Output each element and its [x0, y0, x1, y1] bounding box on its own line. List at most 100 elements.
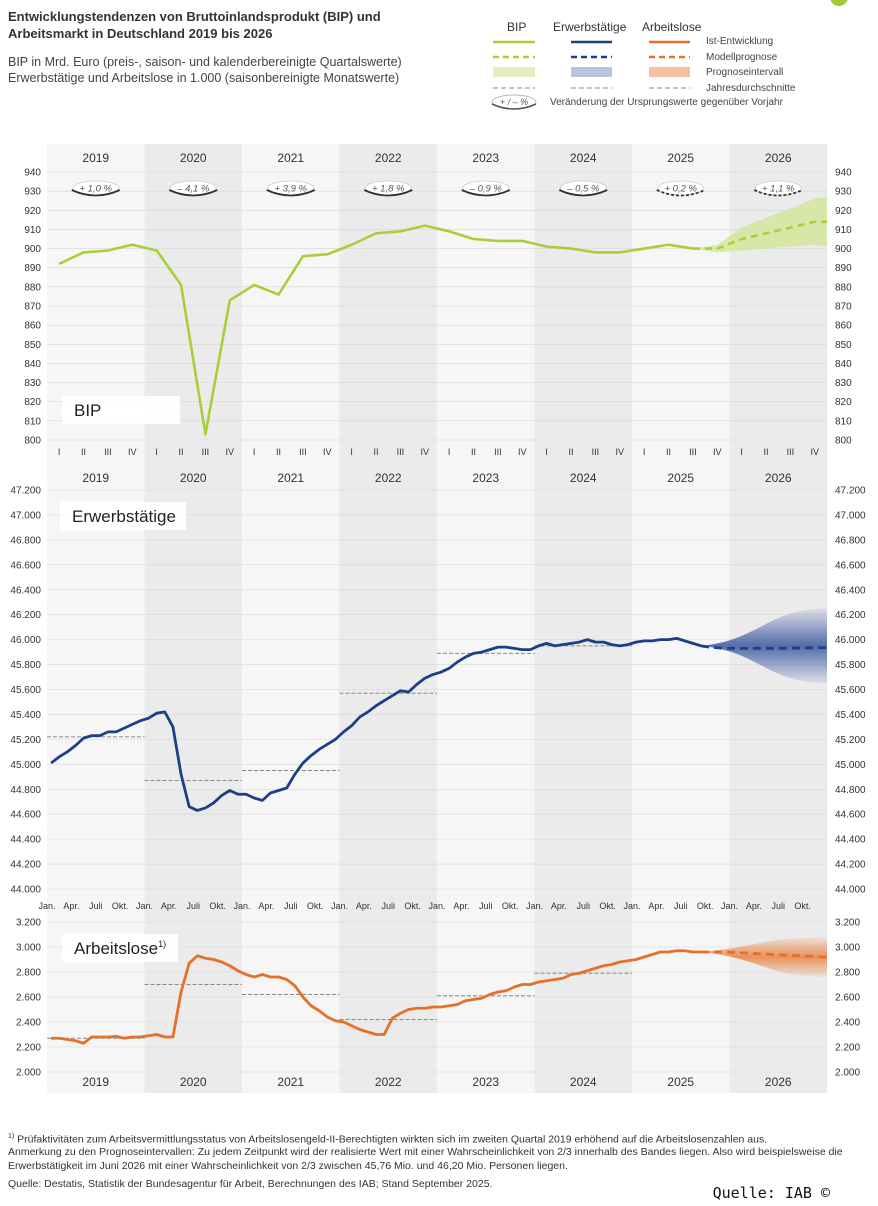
- year-label-mid-2022: 2022: [375, 471, 402, 485]
- year-change-label-2024: – 0,5 %: [566, 184, 600, 195]
- quarter-tick: I: [350, 447, 353, 457]
- y-tick-left: 850: [24, 340, 41, 351]
- month-tick: Okt.: [209, 901, 226, 911]
- y-tick-right: 2.800: [835, 968, 860, 979]
- y-tick-right: 44.600: [835, 810, 866, 821]
- year-label-top-2025: 2025: [667, 151, 694, 165]
- y-tick-right: 46.200: [835, 610, 866, 621]
- y-tick-right: 3.200: [835, 918, 860, 929]
- y-tick-left: 880: [24, 282, 41, 293]
- quarter-tick: IV: [323, 447, 332, 457]
- quarter-tick: II: [374, 447, 379, 457]
- month-tick: Apr.: [161, 901, 177, 911]
- y-tick-right: 2.200: [835, 1043, 860, 1054]
- y-tick-right: 2.600: [835, 993, 860, 1004]
- y-tick-right: 45.000: [835, 760, 866, 771]
- quarter-tick: II: [81, 447, 86, 457]
- month-tick: Juli: [284, 901, 298, 911]
- arbeitslose-actual-line: [51, 949, 702, 1045]
- year-label-bottom-2023: 2023: [472, 1075, 499, 1089]
- month-tick: Apr.: [746, 901, 762, 911]
- year-label-top-2024: 2024: [570, 151, 597, 165]
- y-tick-right: 840: [835, 359, 852, 370]
- y-tick-left: 900: [24, 244, 41, 255]
- y-tick-left: 47.200: [10, 486, 41, 497]
- month-tick: Apr.: [648, 901, 664, 911]
- quarter-tick: I: [253, 447, 256, 457]
- legend-badge-text: Veränderung der Ursprungswerte gegenüber…: [550, 97, 783, 108]
- legend-badge-label: + / – %: [500, 97, 528, 107]
- erwerbstaetige-actual-line: [50, 636, 702, 812]
- y-tick-left: 45.400: [10, 710, 41, 721]
- month-tick: Okt.: [794, 901, 811, 911]
- year-label-bottom-2019: 2019: [82, 1075, 109, 1089]
- quarter-tick: I: [643, 447, 646, 457]
- quarter-tick: II: [276, 447, 281, 457]
- y-tick-right: 880: [835, 282, 852, 293]
- month-tick: Jan.: [526, 901, 543, 911]
- quarter-tick: III: [592, 447, 600, 457]
- month-tick: Apr.: [356, 901, 372, 911]
- y-tick-right: 890: [835, 263, 852, 274]
- y-tick-left: 2.000: [16, 1068, 41, 1079]
- bip-actual-line: [58, 224, 694, 436]
- y-tick-right: 45.400: [835, 710, 866, 721]
- legend-swatches: + / – %: [491, 40, 690, 110]
- erwerbstaetige-forecast-line: [700, 644, 827, 650]
- legend-ist: Ist-Entwicklung: [706, 36, 774, 47]
- year-label-top-2019: 2019: [82, 151, 109, 165]
- y-tick-left: 46.000: [10, 635, 41, 646]
- erwerbstaetige-forecast-band: [701, 608, 827, 684]
- month-tick: Jan.: [623, 901, 640, 911]
- panel-label-bip: BIP: [74, 401, 101, 420]
- y-tick-right: 920: [835, 206, 852, 217]
- y-tick-left: 44.200: [10, 860, 41, 871]
- month-tick: Apr.: [63, 901, 79, 911]
- quarter-tick: II: [471, 447, 476, 457]
- month-tick: Jan.: [721, 901, 738, 911]
- y-tick-left: 860: [24, 321, 41, 332]
- legend-prognose: Prognoseintervall: [706, 67, 784, 78]
- y-tick-right: 910: [835, 225, 852, 236]
- quarter-tick: IV: [616, 447, 625, 457]
- y-tick-left: 930: [24, 187, 41, 198]
- year-change-label-2023: – 0,9 %: [469, 184, 503, 195]
- y-tick-right: 2.400: [835, 1018, 860, 1029]
- y-tick-right: 940: [835, 168, 852, 179]
- month-tick: Okt.: [502, 901, 519, 911]
- month-tick: Juli: [479, 901, 493, 911]
- year-label-bottom-2026: 2026: [765, 1075, 792, 1089]
- credit: Quelle: IAB ©: [712, 1184, 830, 1202]
- quarter-tick: IV: [128, 447, 137, 457]
- y-tick-left: 46.400: [10, 585, 41, 596]
- year-label-bottom-2021: 2021: [277, 1075, 304, 1089]
- quarter-tick: IV: [518, 447, 527, 457]
- y-tick-left: 810: [24, 416, 41, 427]
- y-tick-left: 2.600: [16, 993, 41, 1004]
- y-tick-right: 45.200: [835, 735, 866, 746]
- y-tick-left: 2.800: [16, 968, 41, 979]
- y-tick-right: 860: [835, 321, 852, 332]
- arbeitslose-forecast-band: [701, 937, 827, 977]
- y-tick-left: 44.600: [10, 810, 41, 821]
- legend-swatch-prognose-0: [493, 67, 535, 77]
- y-tick-left: 45.800: [10, 660, 41, 671]
- y-tick-left: 44.800: [10, 785, 41, 796]
- arbeitslose-forecast-line: [701, 950, 827, 959]
- y-tick-left: 45.600: [10, 685, 41, 696]
- year-change-shadow-2024: [558, 189, 608, 197]
- quarter-tick: IV: [811, 447, 820, 457]
- y-tick-right: 44.200: [835, 860, 866, 871]
- y-tick-right: 870: [835, 302, 852, 313]
- quarter-tick: III: [787, 447, 795, 457]
- panel-label-bip-box: [62, 396, 180, 424]
- legend-badge-shadow: [491, 103, 537, 110]
- y-tick-left: 45.200: [10, 735, 41, 746]
- year-change-shadow-2019: [71, 189, 121, 197]
- y-tick-left: 890: [24, 263, 41, 274]
- month-tick: Juli: [89, 901, 103, 911]
- year-label-mid-2019: 2019: [82, 471, 109, 485]
- quarter-tick: III: [689, 447, 697, 457]
- y-tick-right: 800: [835, 436, 852, 447]
- month-tick: Okt.: [697, 901, 714, 911]
